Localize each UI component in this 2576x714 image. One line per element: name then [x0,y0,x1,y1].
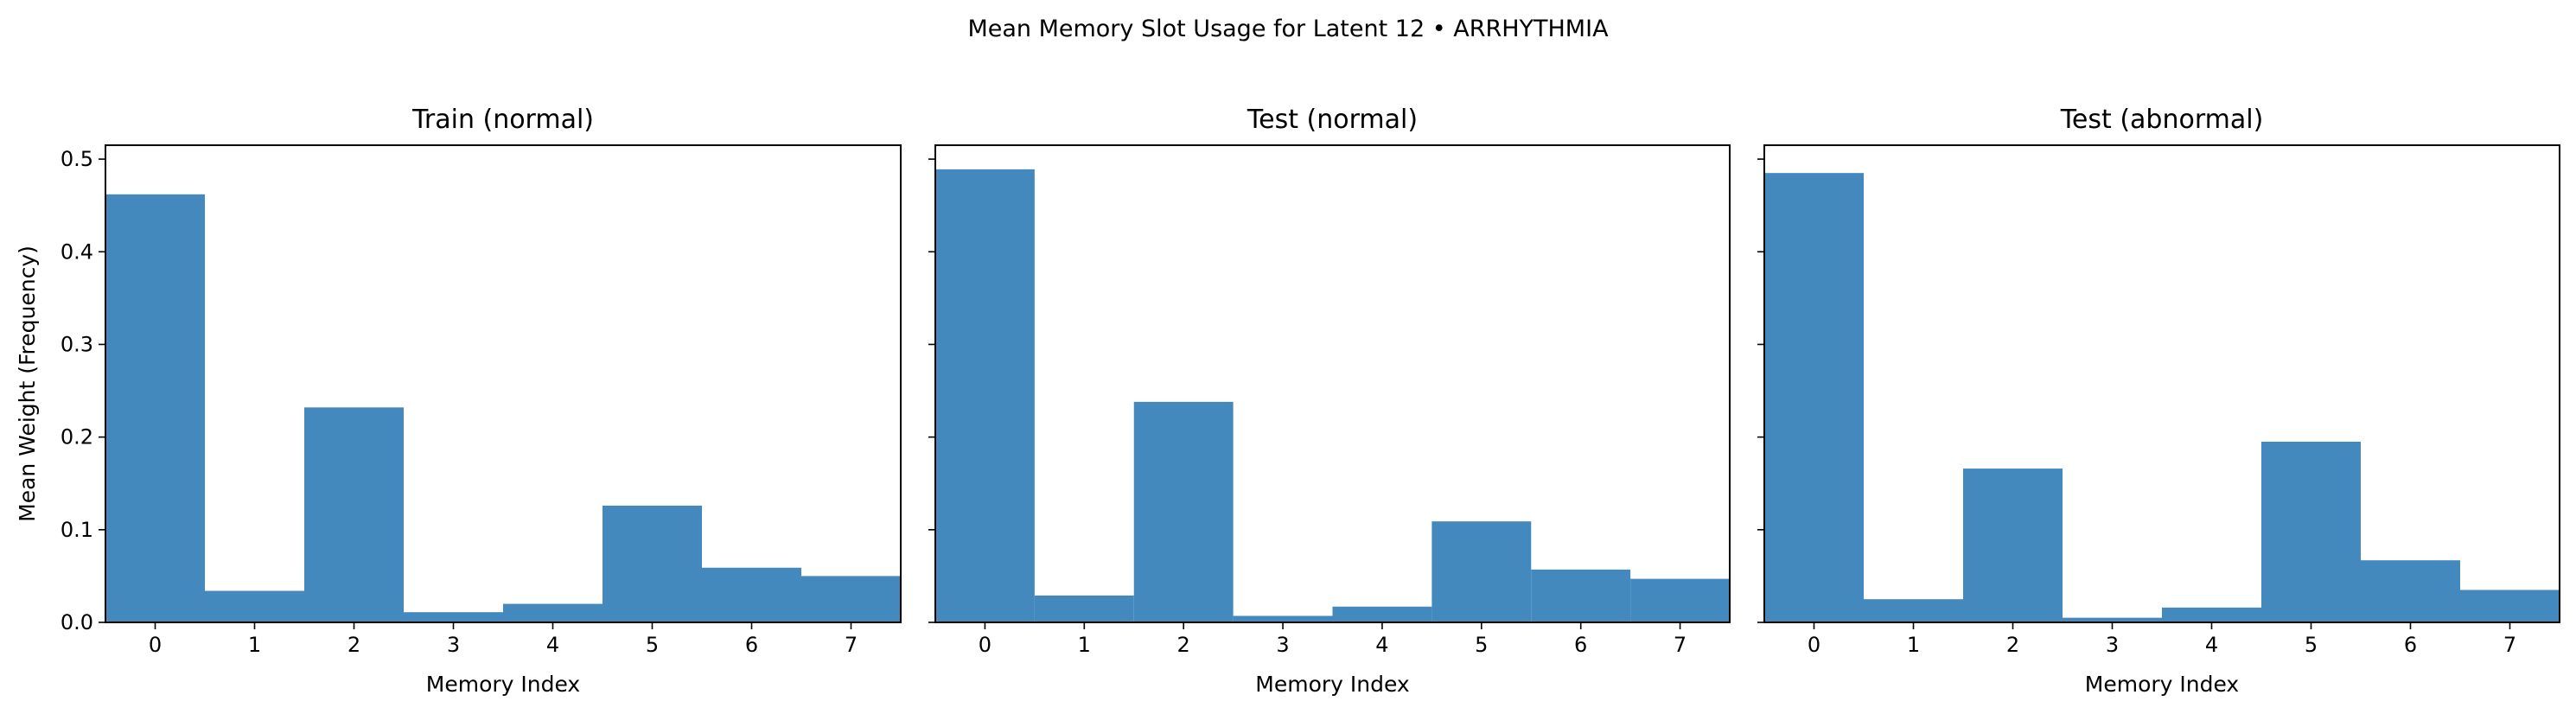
x-tick-label: 1 [248,633,261,657]
axes-frame [1763,144,2560,623]
bar-7 [2460,590,2560,622]
x-tick-label: 4 [2205,633,2218,657]
bar-2 [304,407,404,622]
x-tick-label: 5 [1475,633,1488,657]
bar-1 [205,590,304,622]
x-tick-label: 7 [2503,633,2516,657]
x-tick-label: 7 [845,633,858,657]
x-tick-label: 2 [1177,633,1190,657]
bar-6 [702,567,801,622]
x-tick-label: 0 [979,633,992,657]
x-tick-label: 2 [348,633,360,657]
x-tick-label: 2 [2006,633,2019,657]
panel-title: Train (normal) [411,105,594,135]
bar-5 [2261,441,2361,622]
bar-4 [1332,606,1432,622]
bar-3 [404,612,503,622]
chart-panel-1: 0 1 2 3 4 5 6 7 0.0 0.1 0.2 0.3 0.4 0.5 Train (normal)… [15,105,902,697]
y-tick-label: 0.3 [61,332,93,356]
bar-1 [1034,595,1134,622]
bar-5 [603,505,702,622]
bar-0 [105,194,205,622]
y-tick-label: 0.0 [61,610,93,634]
x-tick-label: 3 [2106,633,2119,657]
x-tick-label: 3 [1276,633,1289,657]
y-tick-label: 0.5 [61,147,93,171]
bar-5 [1431,521,1532,622]
x-tick-label: 5 [2305,633,2318,657]
bar-0 [935,169,1035,622]
x-tick-label: 6 [2404,633,2417,657]
bar-0 [1764,173,1864,622]
x-axis-label: Memory Index [2085,672,2239,697]
y-tick-label: 0.2 [61,425,93,449]
y-tick-label: 0.1 [61,518,93,542]
chart-panel-3: 0 1 2 3 4 5 6 7 Test (abnormal) Memory Index [1757,105,2560,697]
bar-4 [503,603,603,622]
bar-2 [1963,469,2063,622]
bar-3 [2063,617,2162,622]
bar-4 [2162,607,2261,622]
panel-title: Test (normal) [1247,105,1418,135]
x-tick-label: 4 [1375,633,1388,657]
x-axis-label: Memory Index [426,672,580,697]
bar-1 [1864,599,1963,622]
x-tick-label: 7 [1674,633,1687,657]
x-tick-label: 0 [149,633,162,657]
bar-6 [1531,569,1631,622]
x-tick-label: 6 [1574,633,1587,657]
figure-suptitle: Mean Memory Slot Usage for Latent 12 • A… [967,16,1609,42]
bar-2 [1133,401,1234,622]
axes-frame [105,144,902,623]
x-tick-label: 1 [1078,633,1091,657]
x-tick-label: 3 [447,633,460,657]
chart-panel-2: 0 1 2 3 4 5 6 7 Test (normal) Memory Index [928,105,1731,697]
panel-title: Test (abnormal) [2060,105,2264,135]
y-tick-label: 0.4 [61,239,93,264]
bar-6 [2361,560,2460,622]
bar-3 [1233,615,1333,622]
bar-7 [1630,578,1730,622]
y-axis-label: Mean Weight (Frequency) [15,245,40,522]
chart-panels: 0 1 2 3 4 5 6 7 0.0 0.1 0.2 0.3 0.4 0.5 Train (normal)… [15,105,2560,697]
x-tick-label: 0 [1808,633,1820,657]
x-tick-label: 4 [546,633,559,657]
x-tick-label: 1 [1907,633,1920,657]
x-tick-label: 5 [646,633,659,657]
bar-7 [801,576,901,622]
x-axis-label: Memory Index [1255,672,1409,697]
axes-frame [934,144,1731,623]
x-tick-label: 6 [745,633,758,657]
